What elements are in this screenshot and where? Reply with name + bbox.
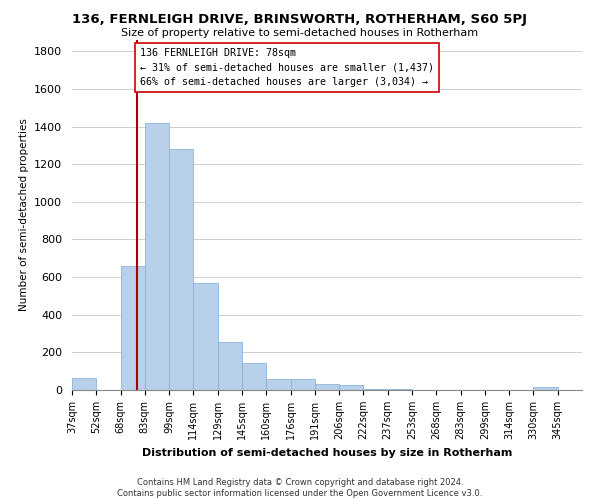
Bar [169, 149, 193, 390]
Text: Size of property relative to semi-detached houses in Rotherham: Size of property relative to semi-detach… [121, 28, 479, 38]
Bar [218, 342, 242, 390]
Y-axis label: Number of semi-detached properties: Number of semi-detached properties [19, 118, 29, 312]
Bar [364, 389, 388, 390]
Bar [290, 380, 315, 390]
Text: 136 FERNLEIGH DRIVE: 78sqm
← 31% of semi-detached houses are smaller (1,437)
66%: 136 FERNLEIGH DRIVE: 78sqm ← 31% of semi… [140, 48, 434, 87]
X-axis label: Distribution of semi-detached houses by size in Rotherham: Distribution of semi-detached houses by … [142, 448, 512, 458]
Text: Contains HM Land Registry data © Crown copyright and database right 2024.
Contai: Contains HM Land Registry data © Crown c… [118, 478, 482, 498]
Bar [145, 123, 169, 390]
Bar [242, 362, 266, 390]
Bar [533, 387, 558, 390]
Bar [72, 378, 96, 390]
Bar [193, 282, 218, 390]
Bar [121, 266, 145, 390]
Bar [339, 386, 364, 390]
Text: 136, FERNLEIGH DRIVE, BRINSWORTH, ROTHERHAM, S60 5PJ: 136, FERNLEIGH DRIVE, BRINSWORTH, ROTHER… [73, 12, 527, 26]
Bar [315, 384, 339, 390]
Bar [266, 378, 290, 390]
